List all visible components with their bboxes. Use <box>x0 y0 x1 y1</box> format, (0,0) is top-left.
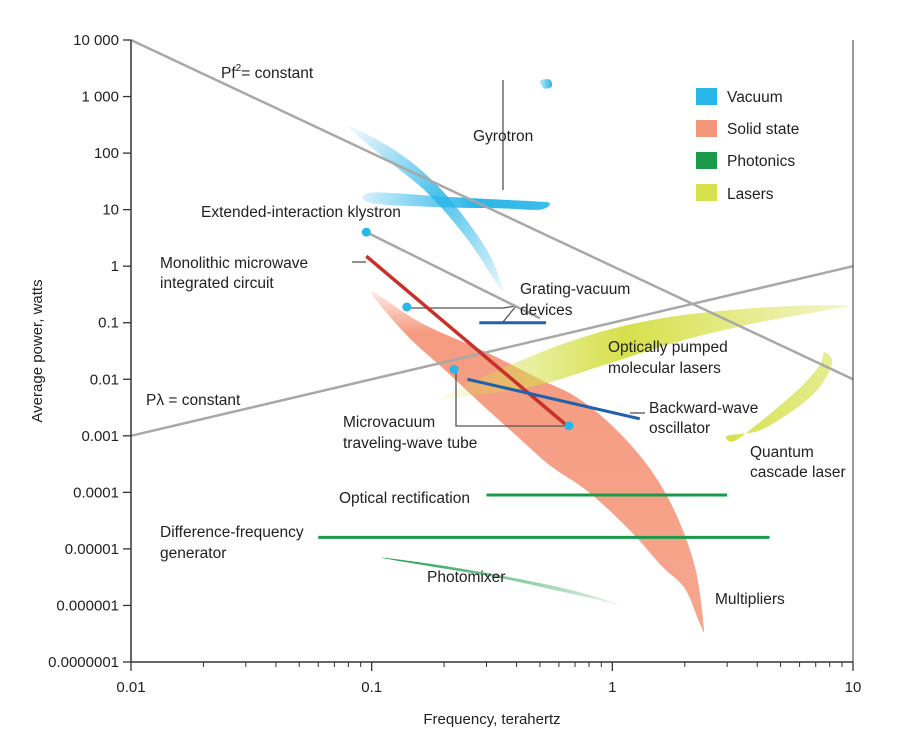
optical-rectification-label: Optical rectification <box>339 490 470 507</box>
y-tick-label: 0.00001 <box>65 541 119 558</box>
optically-pumped-label-line-1: Optically pumped <box>608 339 728 356</box>
y-tick-label: 0.000001 <box>56 597 119 614</box>
gyrotron-region <box>362 192 550 210</box>
microvacuum-label-line-2: traveling-wave tube <box>343 435 477 452</box>
x-axis-title: Frequency, terahertz <box>423 711 560 728</box>
optically-pumped-label-line-2: molecular lasers <box>608 360 721 377</box>
y-tick-label: 0.1 <box>98 315 119 332</box>
quantum-cascade-label-line-2: cascade laser <box>750 464 846 481</box>
bwo-line <box>467 377 641 421</box>
reference-lines-layer <box>130 38 854 438</box>
grating-label-line-1: Grating-vacuum <box>520 281 630 298</box>
legend-swatch-solid-state <box>696 120 717 137</box>
plambda-constant-label: Pλ = constant <box>146 392 241 409</box>
y-tick-label: 0.0000001 <box>48 654 119 671</box>
legend-swatch-photonics <box>696 152 717 169</box>
y-tick-label: 1 000 <box>81 89 119 106</box>
dfg-label-line-2: generator <box>160 545 226 562</box>
klystron-point <box>361 227 371 237</box>
microvacuum-point-1 <box>449 364 459 374</box>
quantum-cascade-region <box>725 352 833 442</box>
grating-label-line-2: devices <box>520 302 573 319</box>
mmic-label-line-2: integrated circuit <box>160 275 274 292</box>
x-ticks: 0.01 0.1 1 10 <box>116 662 861 696</box>
microvacuum-label-line-1: Microvacuum <box>343 414 435 431</box>
bwo-label-line-1: Backward-wave <box>649 400 758 417</box>
pf2-constant-label: Pf2= constant <box>221 63 314 82</box>
y-tick-label: 0.01 <box>90 371 119 388</box>
solid-state-region <box>371 291 704 633</box>
multipliers-label: Multipliers <box>715 591 785 608</box>
regions-layer <box>348 79 850 633</box>
plambda-constant-line <box>130 264 854 438</box>
series-layer <box>318 231 770 539</box>
mmic-line <box>365 254 569 428</box>
y-tick-label: 1 <box>111 258 119 275</box>
legend-label-photonics: Photonics <box>727 153 795 170</box>
legend-label-solid-state: Solid state <box>727 121 799 138</box>
y-axis-title: Average power, watts <box>29 279 46 422</box>
mmic-label-line-1: Monolithic microwave <box>160 255 308 272</box>
legend-label-vacuum: Vacuum <box>727 89 783 106</box>
grating-leader <box>408 305 517 309</box>
quantum-cascade-label-line-1: Quantum <box>750 444 814 461</box>
y-tick-label: 10 <box>102 202 119 219</box>
pf2-label-main: Pf <box>221 65 236 82</box>
x-tick-label: 1 <box>608 679 616 696</box>
annotations: Gyrotron Extended-interaction klystron M… <box>160 128 846 608</box>
axes: 0.01 0.1 1 10 10 000 1 000 100 10 1 0.1 0.01 0.001… <box>48 32 861 696</box>
y-tick-label: 0.001 <box>81 428 119 445</box>
pf2-constant-line <box>130 38 854 381</box>
legend-swatch-lasers <box>696 184 717 201</box>
gyrotron-label: Gyrotron <box>473 128 533 145</box>
y-tick-label: 100 <box>94 145 119 162</box>
grating-leader-2 <box>502 305 517 323</box>
leader-lines <box>352 80 645 427</box>
points-layer <box>361 227 574 431</box>
legend-label-lasers: Lasers <box>727 186 774 203</box>
klystron-label: Extended-interaction klystron <box>201 204 401 221</box>
pf2-label-sup: 2 <box>236 63 242 74</box>
gyrotron-top-region <box>539 79 553 89</box>
x-tick-label: 0.01 <box>116 679 145 696</box>
y-tick-label: 0.0001 <box>73 484 119 501</box>
microvacuum-leader <box>455 370 570 427</box>
optically-pumped-region <box>441 305 850 400</box>
photomixer-label: Photomixer <box>427 569 505 586</box>
bwo-label-line-2: oscillator <box>649 420 710 437</box>
x-tick-label: 0.1 <box>361 679 382 696</box>
microvacuum-point-2 <box>564 421 574 431</box>
legend-swatch-vacuum <box>696 88 717 105</box>
photomixer-region <box>381 557 640 611</box>
x-tick-label: 10 <box>845 679 862 696</box>
y-tick-label: 10 000 <box>73 32 119 49</box>
y-ticks: 10 000 1 000 100 10 1 0.1 0.01 0.001 0.0001 0.000… <box>48 32 131 671</box>
grating-vacuum-point <box>402 302 412 312</box>
legend: Vacuum Solid state Photonics Lasers <box>696 88 799 203</box>
pf2-label-rest: = constant <box>241 65 314 82</box>
dfg-label-line-1: Difference-frequency <box>160 524 304 541</box>
klystron-line <box>365 231 541 320</box>
